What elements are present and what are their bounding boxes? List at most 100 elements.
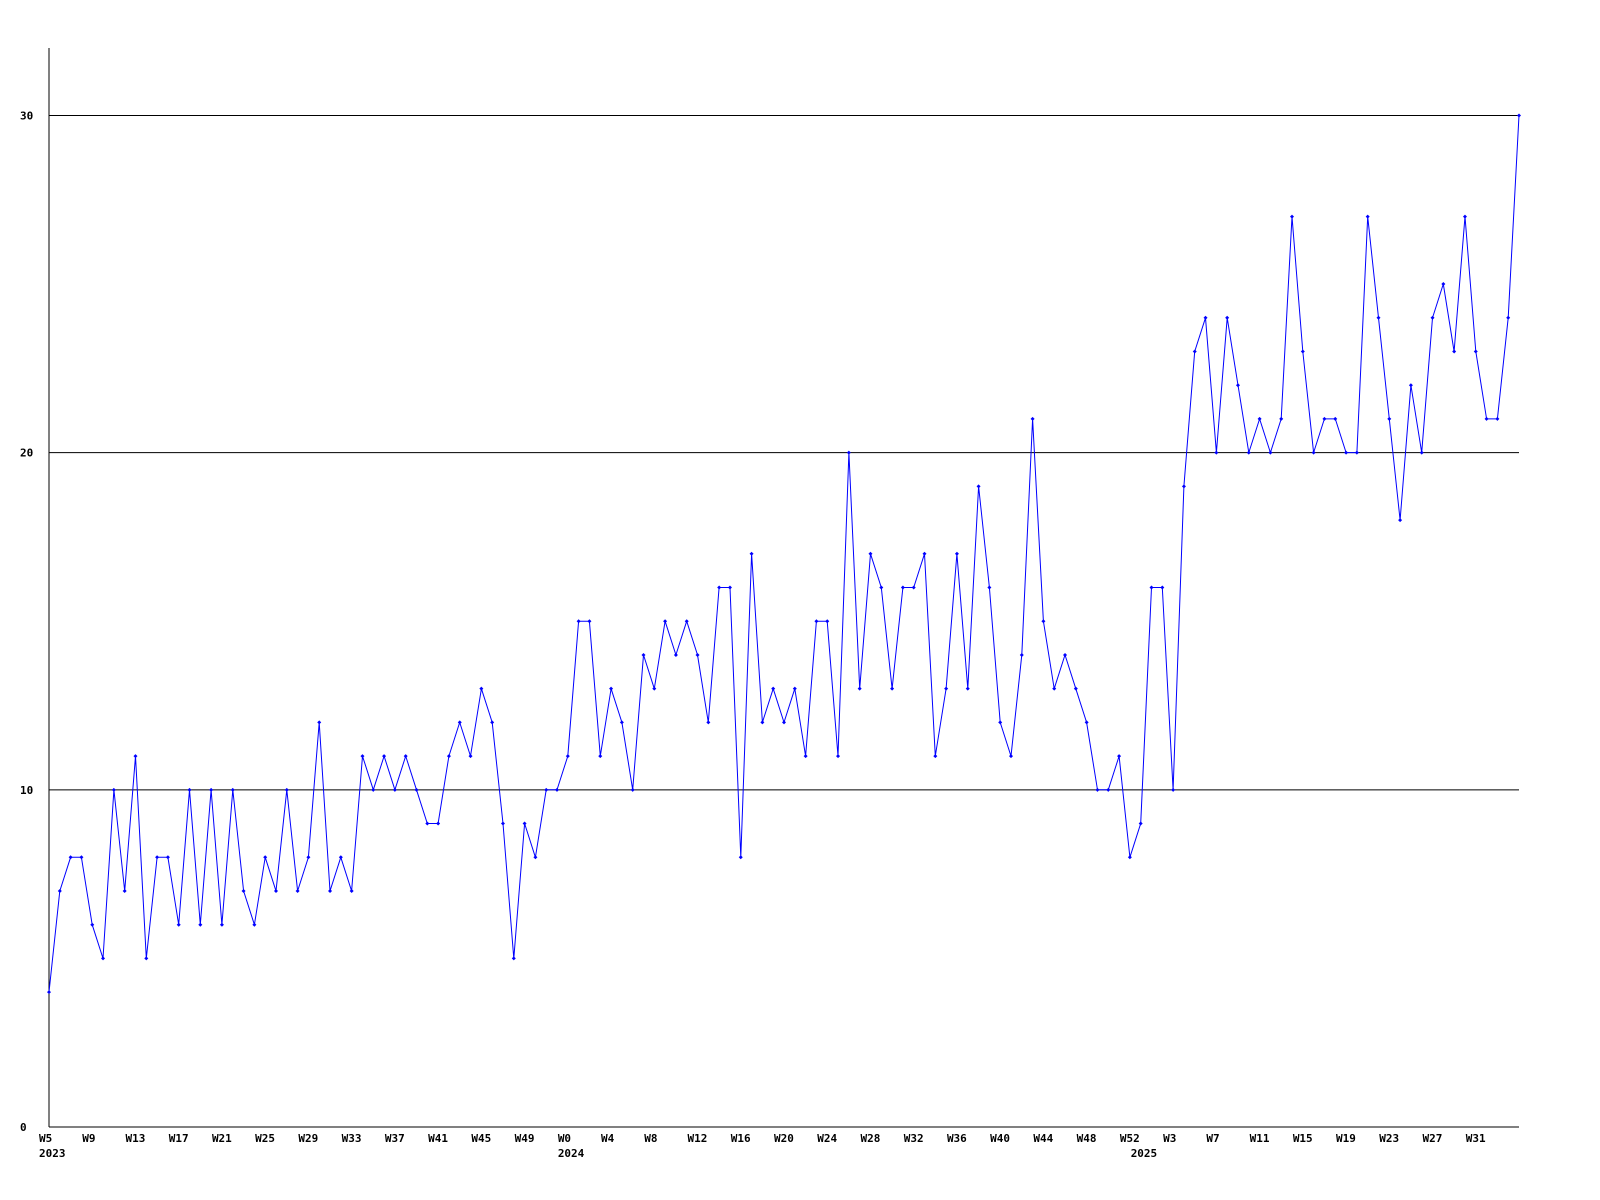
data-point (1311, 450, 1316, 455)
data-line (48, 115, 1520, 993)
data-point (868, 551, 873, 556)
data-point (555, 787, 560, 792)
y-tick-label: 10 (20, 784, 33, 797)
data-point (1073, 686, 1078, 691)
data-point (198, 922, 203, 927)
data-point (1160, 585, 1165, 590)
data-point (1008, 754, 1013, 759)
data-point (446, 754, 451, 759)
data-point (284, 787, 289, 792)
data-point (944, 686, 949, 691)
x-tick-label: W33 (342, 1132, 362, 1145)
data-point (209, 787, 214, 792)
x-tick-label: W36 (947, 1132, 967, 1145)
data-point (587, 619, 592, 624)
data-point (1181, 484, 1186, 489)
data-point (241, 888, 246, 893)
data-point (328, 888, 333, 893)
y-tick-label: 20 (20, 447, 33, 460)
x-tick-label: W0 (558, 1132, 571, 1145)
data-point (1127, 855, 1132, 860)
data-point (998, 720, 1003, 725)
data-point (1376, 315, 1381, 320)
data-point (47, 990, 51, 995)
data-point (1517, 113, 1521, 118)
data-point (457, 720, 462, 725)
data-point (1398, 518, 1403, 523)
x-tick-label: W21 (212, 1132, 232, 1145)
data-point (1084, 720, 1089, 725)
data-point (360, 754, 365, 759)
data-point (371, 787, 376, 792)
data-point (814, 619, 819, 624)
data-point (338, 855, 343, 860)
data-point (922, 551, 927, 556)
data-point (1138, 821, 1143, 826)
x-tick-label: W48 (1077, 1132, 1097, 1145)
x-tick-label: W16 (731, 1132, 751, 1145)
data-point (1246, 450, 1251, 455)
x-tick-label: W3 (1163, 1132, 1176, 1145)
data-point (1235, 383, 1240, 388)
data-point (1095, 787, 1100, 792)
data-point (133, 754, 138, 759)
x-tick-label: W37 (385, 1132, 405, 1145)
x-tick-label: W15 (1293, 1132, 1313, 1145)
data-point (1354, 450, 1359, 455)
data-point (706, 720, 711, 725)
data-point (1030, 416, 1035, 421)
data-point (792, 686, 797, 691)
x-group-label: 2024 (558, 1147, 585, 1160)
data-point (500, 821, 505, 826)
x-tick-label: W23 (1379, 1132, 1399, 1145)
data-point (1387, 416, 1392, 421)
data-point (306, 855, 311, 860)
data-point (68, 855, 73, 860)
y-tick-label: 0 (20, 1121, 27, 1134)
data-point (101, 956, 106, 961)
data-point (382, 754, 387, 759)
data-point (90, 922, 95, 927)
data-point (1408, 383, 1413, 388)
data-point (1430, 315, 1435, 320)
data-point (187, 787, 192, 792)
x-tick-label: W17 (169, 1132, 189, 1145)
data-point (468, 754, 473, 759)
data-point (392, 787, 397, 792)
x-tick-label: W40 (990, 1132, 1010, 1145)
x-tick-label: W32 (904, 1132, 924, 1145)
x-tick-label: W28 (860, 1132, 880, 1145)
data-point (436, 821, 441, 826)
x-tick-label: W9 (82, 1132, 95, 1145)
data-point (1333, 416, 1338, 421)
data-point (273, 888, 278, 893)
data-point (576, 619, 581, 624)
data-point (230, 787, 235, 792)
data-point (1506, 315, 1511, 320)
data-point (933, 754, 938, 759)
x-tick-label: W52 (1120, 1132, 1140, 1145)
data-point (1192, 349, 1197, 354)
data-point (1462, 214, 1467, 219)
x-group-label: 2023 (39, 1147, 66, 1160)
data-point (252, 922, 257, 927)
data-point (652, 686, 657, 691)
x-tick-label: W25 (255, 1132, 275, 1145)
data-point (598, 754, 603, 759)
x-tick-label: W7 (1206, 1132, 1219, 1145)
data-point (663, 619, 668, 624)
x-group-label: 2025 (1131, 1147, 1158, 1160)
data-point (425, 821, 430, 826)
data-point (1473, 349, 1478, 354)
data-point (641, 652, 646, 657)
data-point (490, 720, 495, 725)
data-point (825, 619, 830, 624)
data-point (760, 720, 765, 725)
data-point (1171, 787, 1176, 792)
data-point (771, 686, 776, 691)
x-tick-label: W19 (1336, 1132, 1356, 1145)
x-tick-label: W11 (1250, 1132, 1270, 1145)
x-tick-label: W5 (39, 1132, 52, 1145)
data-point (1225, 315, 1230, 320)
data-point (1041, 619, 1046, 624)
